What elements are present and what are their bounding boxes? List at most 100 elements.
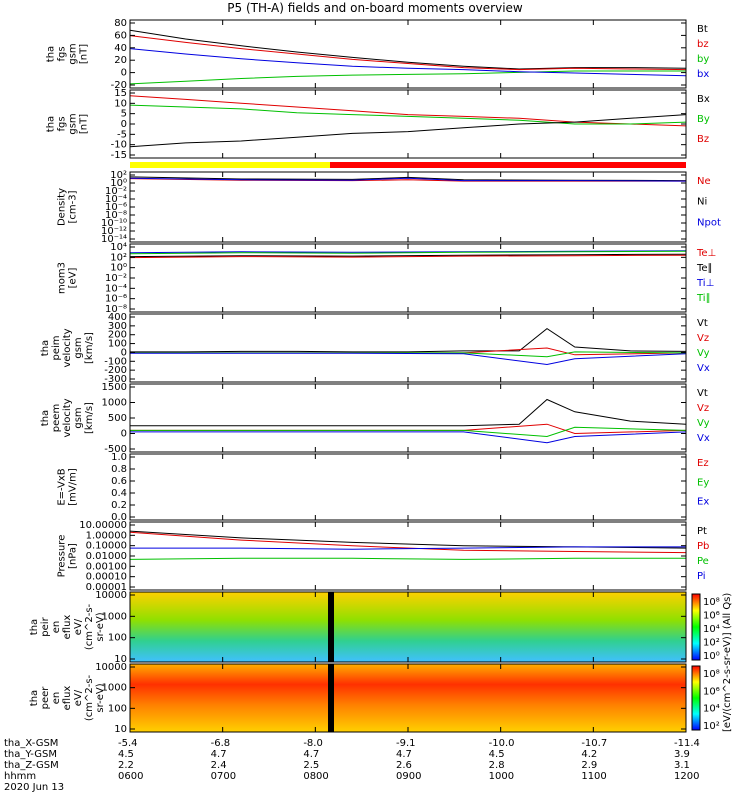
panel-frame <box>129 171 687 243</box>
y-tick-label: 1500 <box>102 382 127 393</box>
y-tick-label: -500 <box>104 444 127 455</box>
y-tick-label: 40 <box>114 43 127 54</box>
y-tick-label: 0.6 <box>111 476 127 487</box>
panel-frame <box>129 313 687 383</box>
y-tick-label: -100 <box>104 356 127 367</box>
y-tick-label: 10 <box>114 654 127 665</box>
legend-Vz: Vz <box>697 403 709 414</box>
y-tick-label: 10⁻² <box>105 186 127 197</box>
y-tick-label: 10⁻⁶ <box>105 202 127 213</box>
y-axis-label: velocity <box>62 398 73 437</box>
y-axis-label: tha <box>40 410 51 426</box>
y-tick-label: 0 <box>121 68 127 79</box>
y-tick-label: 100 <box>108 703 127 714</box>
footer-value: 1100 <box>581 771 606 782</box>
y-axis-label: [nT] <box>79 44 90 64</box>
legend-Vx: Vx <box>697 363 710 374</box>
series-bz-line <box>129 35 687 71</box>
panel-3: Ne Ni Npot 10²10⁰10⁻²10⁻⁴10⁻⁶10⁻⁸10⁻¹⁰10⁻¹²… <box>57 170 721 245</box>
series-Pe-line <box>129 557 686 560</box>
heatmap-gap <box>328 664 334 732</box>
y-tick-label: 10 <box>114 724 127 735</box>
series-Ti∥-line <box>129 250 687 255</box>
y-tick-label: -10 <box>111 140 127 151</box>
legend-Te∥: Te∥ <box>696 263 713 274</box>
legend-Vz: Vz <box>697 333 709 344</box>
y-axis-label: en <box>51 621 62 634</box>
footer-value: 2.5 <box>303 760 319 771</box>
y-tick-label: -20 <box>111 80 127 91</box>
y-axis-label: peem <box>51 404 62 432</box>
y-tick-label: 1.00000 <box>86 530 127 541</box>
y-tick-label: 10⁻² <box>105 273 127 284</box>
footer-value: 0700 <box>211 771 236 782</box>
y-tick-label: 10⁻⁶ <box>105 294 127 305</box>
footer-value: -9.1 <box>396 738 416 749</box>
y-tick-label: 100 <box>108 633 127 644</box>
series-Bt-line <box>129 29 687 70</box>
y-tick-label: -200 <box>104 365 127 376</box>
footer-row-label: tha_X-GSM <box>4 738 58 749</box>
y-axis-label: sr-eV) <box>95 683 106 712</box>
panel-9: 10⁸ 10⁶ 10⁴ 10² 10⁰ [eV/(cm^2-s-sr-eV)] (All … <box>29 590 733 732</box>
y-tick-label: 200 <box>108 330 127 341</box>
y-axis-label: tha <box>46 116 57 132</box>
y-axis-label: gsm <box>68 113 79 134</box>
y-tick-label: 0.00001 <box>86 582 127 593</box>
series-Bx-line <box>129 114 687 148</box>
colorbar-tick-label: 10⁶ <box>703 611 720 622</box>
y-tick-label: 10.00000 <box>79 520 127 531</box>
y-axis-label: [km/s] <box>84 332 95 364</box>
footer-row-label: hhmm <box>4 771 36 782</box>
y-tick-label: 80 <box>114 18 127 29</box>
panel-6: Vt Vz Vy Vx 1500 1000 500 0 -500 tha peem velocity g… <box>40 382 710 455</box>
y-tick-label: 60 <box>114 30 127 41</box>
footer-value: 4.5 <box>489 749 505 760</box>
legend-Pt: Pt <box>697 526 707 537</box>
legend-Ti∥: Ti∥ <box>696 293 711 304</box>
y-axis-label: [mV/m] <box>68 468 79 506</box>
y-axis-label: (cm^2-s- <box>84 674 95 721</box>
footer-value: -5.4 <box>118 738 138 749</box>
colorbar-tick-label: 10² <box>703 638 720 649</box>
y-axis-label: [nT] <box>79 114 90 134</box>
footer-value: 2.6 <box>396 760 412 771</box>
footer-value: 1200 <box>674 771 699 782</box>
y-tick-label: 0.00010 <box>86 572 127 583</box>
legend-Bx: Bx <box>697 94 710 105</box>
colorbar-tick-label: 10⁸ <box>703 597 720 608</box>
footer-row-label: tha_Z-GSM <box>4 760 59 771</box>
footer-value: 4.7 <box>303 749 319 760</box>
y-tick-label: 0.0 <box>111 512 127 523</box>
series-Pt-line <box>129 530 687 549</box>
legend-Vx: Vx <box>697 433 710 444</box>
panel-frame <box>129 19 687 89</box>
footer-value: 2.4 <box>211 760 227 771</box>
y-tick-label: 1000 <box>102 683 127 694</box>
y-tick-label: 400 <box>108 312 127 323</box>
panel-7: Ez Ey Ex 1.00.80.60.40.20.0 E=-VxB [mV/m] <box>57 452 710 523</box>
colorbar <box>691 593 701 661</box>
footer-value: 0800 <box>303 771 328 782</box>
footer-value: 0600 <box>118 771 143 782</box>
footer-value: 4.7 <box>211 749 227 760</box>
footer-value: 4.2 <box>581 749 597 760</box>
legend-Npot: Npot <box>697 217 721 228</box>
footer-value: 0900 <box>396 771 421 782</box>
y-axis-label: fgs <box>57 46 68 61</box>
footer-value: -11.4 <box>674 738 700 749</box>
y-tick-label: 10⁴ <box>110 242 127 253</box>
heatmap-field <box>130 592 686 662</box>
series-Vx-line <box>130 431 687 444</box>
legend-Ti⊥: Ti⊥ <box>696 278 714 289</box>
y-tick-label: 10 <box>114 98 127 109</box>
legend-bz: bz <box>697 39 709 50</box>
footer-value: 2.9 <box>581 760 597 771</box>
colorbar-tick-label: 10⁴ <box>703 624 720 635</box>
